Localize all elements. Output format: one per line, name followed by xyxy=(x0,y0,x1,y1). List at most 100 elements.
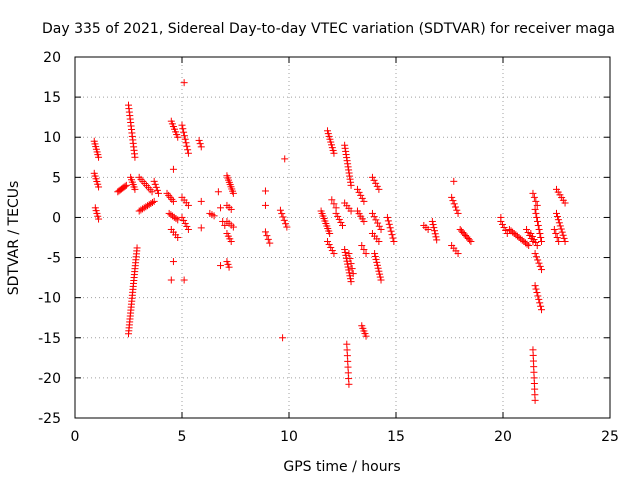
data-point xyxy=(387,227,395,235)
data-point xyxy=(131,185,139,193)
data-point xyxy=(174,234,182,241)
data-point xyxy=(353,185,361,193)
data-point xyxy=(454,250,462,258)
data-point xyxy=(178,121,186,129)
data-point xyxy=(152,183,160,191)
data-point xyxy=(449,197,457,205)
data-point xyxy=(555,219,563,227)
data-point xyxy=(95,183,103,191)
data-point xyxy=(561,238,569,246)
data-point xyxy=(197,224,205,232)
data-point xyxy=(334,212,342,220)
data-point xyxy=(184,149,192,157)
data-point xyxy=(328,196,336,204)
data-point xyxy=(332,209,340,217)
data-point xyxy=(374,264,382,272)
data-point xyxy=(184,225,192,233)
data-point xyxy=(498,220,506,228)
data-point xyxy=(197,197,205,205)
data-point xyxy=(500,223,508,231)
data-point xyxy=(372,255,380,263)
data-point xyxy=(227,205,235,213)
data-point xyxy=(264,235,272,243)
data-point xyxy=(554,216,562,224)
data-point xyxy=(180,276,188,284)
data-point xyxy=(330,149,338,157)
data-point xyxy=(453,206,461,214)
data-point xyxy=(431,227,439,235)
y-axis-label: SDTVAR / TECUs xyxy=(6,181,22,296)
x-tick-label: 10 xyxy=(280,429,298,445)
data-point xyxy=(217,262,225,270)
data-point xyxy=(263,232,271,240)
data-point xyxy=(451,203,459,211)
data-point xyxy=(358,242,366,250)
data-point xyxy=(153,186,161,194)
data-point xyxy=(337,218,345,226)
data-point xyxy=(533,242,541,250)
data-point xyxy=(339,221,346,229)
data-point xyxy=(184,201,192,209)
data-point xyxy=(375,238,383,246)
data-point xyxy=(532,239,540,247)
data-point xyxy=(342,251,350,259)
data-point xyxy=(377,225,385,233)
data-point xyxy=(278,210,286,218)
data-point xyxy=(180,132,188,140)
data-point xyxy=(531,250,539,258)
data-point xyxy=(531,282,539,290)
data-point xyxy=(538,238,546,246)
data-point xyxy=(532,197,540,205)
data-point xyxy=(362,332,370,340)
data-point xyxy=(497,213,505,221)
data-point xyxy=(390,238,398,246)
data-point xyxy=(384,217,392,225)
data-point xyxy=(148,188,156,196)
data-point xyxy=(537,302,545,310)
data-point xyxy=(150,197,158,205)
x-tick-label: 5 xyxy=(178,429,187,445)
data-point xyxy=(536,229,544,237)
data-point xyxy=(376,273,384,281)
y-tick-label: -15 xyxy=(38,331,61,347)
data-point xyxy=(169,258,177,266)
y-tick-label: 5 xyxy=(52,170,61,186)
data-point xyxy=(532,209,540,217)
data-point xyxy=(555,238,563,246)
data-point xyxy=(535,295,543,303)
data-point xyxy=(530,193,538,201)
data-point xyxy=(558,228,566,236)
data-point xyxy=(424,225,432,233)
data-point xyxy=(360,217,368,225)
data-point xyxy=(388,231,396,239)
data-point xyxy=(347,181,355,189)
data-point xyxy=(357,191,365,199)
y-tick-label: -10 xyxy=(38,291,61,307)
grid xyxy=(75,57,610,418)
data-point xyxy=(326,229,334,237)
data-point xyxy=(180,128,188,136)
data-point xyxy=(527,229,535,237)
data-point xyxy=(528,232,536,240)
data-point xyxy=(183,142,191,150)
data-point xyxy=(182,139,190,147)
data-point xyxy=(559,231,567,239)
data-point xyxy=(133,244,141,252)
data-point xyxy=(150,177,158,185)
data-point xyxy=(373,182,381,190)
data-point xyxy=(345,266,353,274)
data-point xyxy=(383,213,391,221)
data-point xyxy=(375,222,383,230)
data-point xyxy=(330,200,338,208)
data-point xyxy=(178,213,186,221)
data-point xyxy=(347,260,355,268)
data-point xyxy=(538,266,546,274)
data-point xyxy=(349,270,357,278)
axis-ticks: 0 5 10 15 20 25 -25 -20 -15 -10 -5 0 5 10 15 20 xyxy=(38,50,619,445)
data-point xyxy=(280,216,288,224)
data-point xyxy=(430,224,438,232)
data-point xyxy=(376,270,384,278)
data-point xyxy=(196,140,204,148)
data-point xyxy=(229,189,237,197)
